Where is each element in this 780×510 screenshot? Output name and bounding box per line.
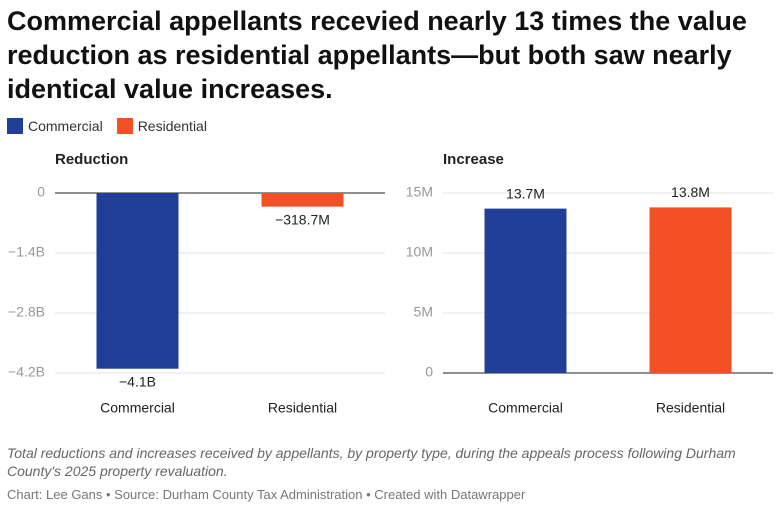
- bar: [261, 193, 344, 207]
- x-tick-label: Residential: [656, 400, 725, 416]
- y-tick-label: 0: [425, 364, 433, 380]
- panel-title: Reduction: [55, 151, 128, 168]
- bar: [96, 193, 179, 369]
- value-label: 13.8M: [671, 184, 710, 200]
- value-label: −318.7M: [275, 211, 330, 227]
- legend-label: Commercial: [28, 118, 103, 134]
- x-tick-label: Commercial: [488, 400, 563, 416]
- bar: [649, 207, 732, 373]
- legend-item: Residential: [116, 118, 207, 134]
- title: Commercial appellants recevied nearly 13…: [7, 6, 747, 104]
- caption: Total reductions and increases received …: [7, 445, 736, 479]
- y-tick-label: 0: [37, 184, 45, 200]
- y-tick-label: 5M: [414, 304, 433, 320]
- value-label: 13.7M: [506, 185, 545, 201]
- legend-label: Residential: [137, 118, 207, 134]
- value-label: −4.1B: [119, 373, 156, 389]
- legend-item: Commercial: [7, 118, 103, 134]
- charts: Reduction 0 −1.4B −2.8B −4.2B Commercial −4.1B…: [8, 151, 773, 416]
- panel-title: Increase: [443, 151, 504, 168]
- y-tick-label: −1.4B: [8, 244, 45, 260]
- credit: Chart: Lee Gans • Source: Durham County …: [7, 487, 526, 502]
- y-tick-label: 10M: [406, 244, 433, 260]
- y-tick-label: −2.8B: [8, 304, 45, 320]
- legend-swatch: [116, 118, 133, 134]
- legend: Commercial Residential: [7, 118, 207, 134]
- x-tick-label: Residential: [268, 400, 337, 416]
- bar: [484, 208, 567, 373]
- y-tick-label: 15M: [406, 184, 433, 200]
- legend-swatch: [7, 118, 23, 134]
- x-tick-label: Commercial: [100, 400, 175, 416]
- y-tick-label: −4.2B: [8, 364, 45, 380]
